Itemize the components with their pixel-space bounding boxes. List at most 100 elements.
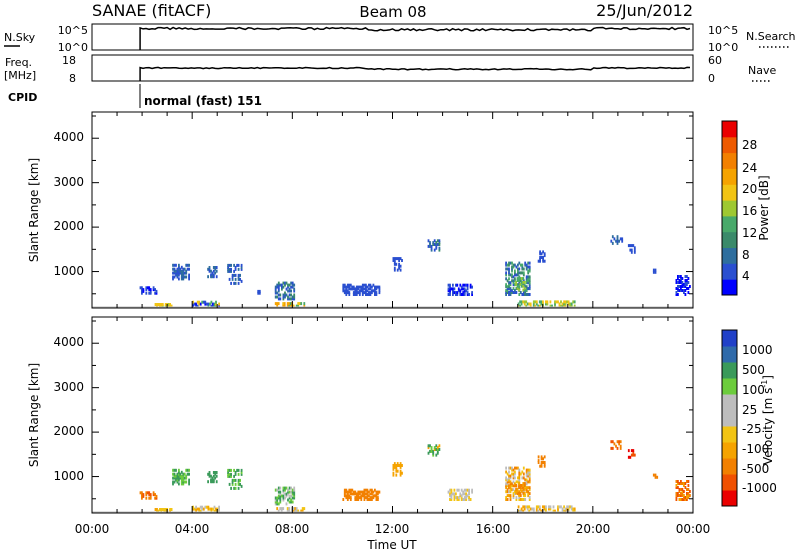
scatter-cell <box>237 281 240 285</box>
scatter-cell <box>453 496 456 500</box>
scatter-cell <box>430 248 433 252</box>
scatter-cell <box>355 291 358 295</box>
scatter-cell <box>398 262 400 266</box>
scatter-cell <box>543 462 546 466</box>
scatter-cell <box>563 509 565 513</box>
scatter-cell <box>540 462 543 466</box>
scatter-cell <box>234 277 237 281</box>
scatter-cell <box>392 473 395 477</box>
scatter-cell <box>228 482 231 486</box>
scatter-cell <box>517 269 519 273</box>
scatter-cell <box>511 269 513 273</box>
scatter-cell <box>276 507 279 511</box>
scatter-cell <box>430 246 433 250</box>
scatter-cell <box>210 300 213 304</box>
scatter-cell <box>460 293 463 296</box>
colorbar-segment <box>722 346 737 363</box>
scatter-cell <box>237 468 240 472</box>
colorbar-segment <box>722 279 737 296</box>
scatter-cell <box>369 287 372 291</box>
scatter-cell <box>525 490 528 494</box>
scatter-cell <box>539 257 541 261</box>
scatter-cell <box>156 303 158 306</box>
scatter-cell <box>430 448 433 451</box>
scatter-cell <box>542 259 544 263</box>
scatter-cell <box>365 289 367 293</box>
scatter-cell <box>687 281 690 284</box>
scatter-cell <box>449 285 451 289</box>
scatter-cell <box>210 509 213 513</box>
scatter-cell <box>543 464 546 468</box>
scatter-cell <box>518 267 521 271</box>
power-ytick-2000: 2000 <box>53 219 84 233</box>
scatter-cell <box>512 488 515 492</box>
scatter-cell <box>365 488 367 492</box>
scatter-cell <box>540 256 543 259</box>
scatter-cell <box>366 492 369 496</box>
scatter-cell <box>152 286 155 290</box>
scatter-cell <box>527 474 530 478</box>
scatter-cell <box>393 462 396 466</box>
freq-trace <box>139 66 691 82</box>
scatter-cell <box>450 496 453 500</box>
scatter-cell <box>291 500 294 504</box>
scatter-cell <box>508 287 510 291</box>
scatter-cell <box>281 287 283 291</box>
scatter-cell <box>677 285 679 288</box>
scatter-cell <box>233 468 235 472</box>
scatter-cell <box>633 246 636 250</box>
scatter-cell <box>179 472 182 476</box>
scatter-cell <box>227 269 229 273</box>
scatter-cell <box>512 291 515 294</box>
scatter-cell <box>237 267 240 271</box>
scatter-cell <box>358 496 361 500</box>
scatter-cell <box>686 492 688 495</box>
scatter-cell <box>633 453 636 457</box>
scatter-cell <box>279 293 282 297</box>
station-title: SANAE (fitACF) <box>92 1 211 20</box>
scatter-cell <box>343 285 346 289</box>
scatter-cell <box>208 471 211 474</box>
scatter-cell <box>183 472 186 476</box>
scatter-cell <box>518 261 521 265</box>
scatter-cell <box>233 273 235 277</box>
scatter-cell <box>627 449 630 453</box>
scatter-cell <box>208 269 211 273</box>
scatter-cell <box>196 300 199 304</box>
scatter-cell <box>284 291 286 295</box>
scatter-cell <box>375 498 378 501</box>
scatter-cell <box>528 505 531 509</box>
scatter-cell <box>465 283 468 287</box>
scatter-cell <box>523 507 526 511</box>
scatter-cell <box>429 244 431 248</box>
scatter-cell <box>457 287 460 291</box>
scatter-cell <box>509 273 512 277</box>
scatter-cell <box>528 287 531 291</box>
velocity-cbtick-100: 100 <box>742 383 765 397</box>
scatter-cell <box>363 490 366 494</box>
scatter-cell <box>227 265 229 269</box>
scatter-cell <box>396 268 399 272</box>
nsky-trace <box>139 26 691 51</box>
scatter-cell <box>180 265 183 269</box>
scatter-cell <box>460 488 463 492</box>
scatter-cell <box>274 500 277 504</box>
scatter-cell <box>157 509 160 513</box>
date-label: 25/Jun/2012 <box>596 1 693 20</box>
scatter-cell <box>537 461 540 464</box>
scatter-cell <box>681 490 684 493</box>
scatter-cell <box>522 293 525 296</box>
scatter-cell <box>208 472 211 476</box>
scatter-cell <box>466 494 469 498</box>
scatter-cell <box>237 273 240 277</box>
scatter-cell <box>154 496 156 500</box>
scatter-cell <box>449 287 451 291</box>
scatter-cell <box>456 498 459 501</box>
scatter-cell <box>675 291 678 294</box>
scatter-cell <box>152 493 155 497</box>
scatter-cell <box>276 500 279 504</box>
scatter-cell <box>290 281 292 285</box>
scatter-cell <box>548 507 550 511</box>
scatter-cell <box>509 289 512 293</box>
scatter-cell <box>455 283 457 287</box>
